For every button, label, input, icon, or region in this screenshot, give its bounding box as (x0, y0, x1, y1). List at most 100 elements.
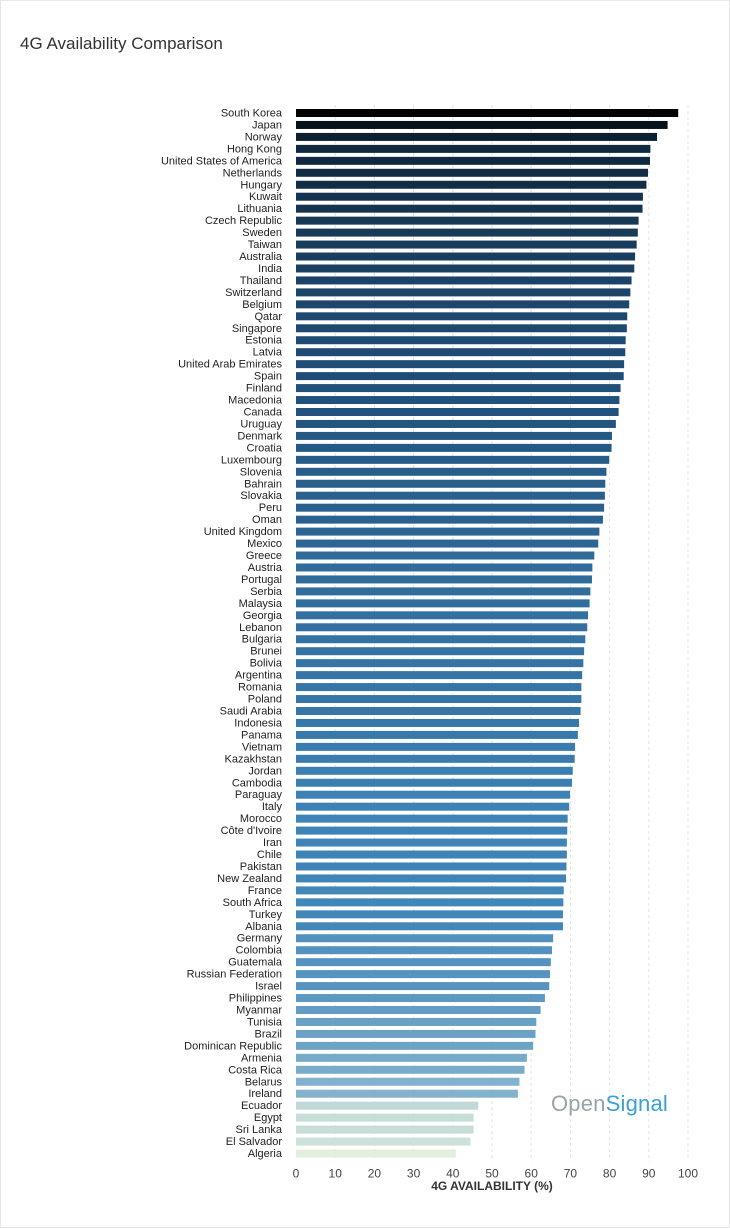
category-label: Australia (239, 251, 283, 263)
category-label: Albania (245, 921, 283, 933)
bar (296, 204, 643, 213)
bar (296, 575, 592, 584)
bar (296, 587, 591, 596)
bar (296, 1053, 527, 1062)
bar (296, 348, 626, 357)
bar (296, 623, 588, 632)
bar (296, 1149, 456, 1158)
bar (296, 1029, 536, 1038)
bar (296, 240, 637, 249)
bar (296, 718, 580, 727)
bar (296, 503, 605, 512)
category-label: Iran (263, 837, 282, 849)
logo-text-open: Open (551, 1091, 606, 1116)
bar (296, 766, 573, 775)
category-label: Chile (257, 849, 282, 861)
category-label: Brunei (250, 646, 282, 658)
category-label: Oman (252, 514, 282, 526)
x-tick-label: 60 (525, 1166, 539, 1180)
bar (296, 527, 600, 536)
bar (296, 1101, 479, 1110)
bar (296, 862, 567, 871)
x-tick-labels: 0 10 20 30 40 50 60 70 80 90 100 (293, 1166, 699, 1180)
category-label: United Arab Emirates (178, 359, 282, 371)
category-label: Bahrain (244, 478, 282, 490)
bar (296, 467, 607, 476)
category-label: Greece (246, 550, 282, 562)
x-tick-label: 100 (678, 1166, 698, 1180)
bar (296, 970, 551, 979)
category-label: Dominican Republic (184, 1040, 282, 1052)
category-label: Vietnam (242, 741, 282, 753)
bar (296, 1125, 474, 1134)
category-label: Slovenia (240, 466, 283, 478)
bar (296, 384, 621, 393)
category-label: South Africa (223, 897, 283, 909)
bar (296, 180, 647, 189)
category-label: Hong Kong (227, 143, 282, 155)
category-label: Kuwait (249, 191, 282, 203)
bar (296, 539, 599, 548)
category-label: Georgia (243, 610, 283, 622)
x-axis-title: 4G AVAILABILITY (%) (431, 1179, 553, 1193)
category-label: Brazil (254, 1028, 282, 1040)
category-label: Thailand (240, 275, 282, 287)
category-label: Guatemala (228, 957, 283, 969)
bar (296, 683, 582, 692)
x-tick-label: 0 (293, 1166, 300, 1180)
bar (296, 1017, 537, 1026)
bar (296, 850, 567, 859)
x-tick-label: 70 (564, 1166, 578, 1180)
bar (296, 802, 570, 811)
category-label: Belarus (245, 1076, 283, 1088)
x-tick-label: 90 (642, 1166, 656, 1180)
category-label: Luxembourg (221, 454, 282, 466)
category-label: Bolivia (250, 658, 283, 670)
bar (296, 1065, 525, 1074)
x-tick-label: 50 (485, 1166, 499, 1180)
bar (296, 360, 625, 369)
bar (296, 1137, 471, 1146)
bar (296, 1006, 541, 1014)
category-label: Sri Lanka (236, 1124, 283, 1136)
category-label: Austria (248, 562, 283, 574)
bar (296, 934, 554, 943)
bar (296, 120, 668, 129)
category-label: Colombia (236, 945, 283, 957)
bar (296, 563, 593, 572)
category-label: Italy (262, 801, 283, 813)
x-tick-label: 80 (603, 1166, 617, 1180)
bar (296, 372, 624, 381)
category-label: Lebanon (239, 622, 282, 634)
bar (296, 264, 635, 273)
category-label: Singapore (232, 323, 282, 335)
category-label: Egypt (254, 1112, 282, 1124)
bar (296, 886, 564, 895)
bar (296, 132, 658, 141)
category-label: Jordan (248, 765, 282, 777)
bar (296, 156, 650, 165)
category-label: Costa Rica (228, 1064, 283, 1076)
bar (296, 336, 626, 345)
category-label: Netherlands (223, 167, 283, 179)
bar (296, 790, 571, 799)
category-label: Belgium (242, 299, 282, 311)
category-label: Macedonia (228, 395, 283, 407)
grid-lines (334, 105, 689, 1162)
category-label: Finland (246, 383, 282, 395)
bar (296, 276, 632, 285)
bar (296, 707, 581, 715)
category-label: Panama (241, 729, 283, 741)
bar (296, 898, 564, 907)
bar (296, 515, 603, 524)
category-label: Poland (248, 694, 282, 706)
x-tick-label: 40 (446, 1166, 460, 1180)
bar (296, 252, 636, 261)
category-label: Indonesia (234, 717, 283, 729)
category-label: Romania (238, 682, 283, 694)
bar (296, 922, 563, 931)
bar (296, 742, 576, 751)
bar (296, 443, 612, 452)
bar (296, 946, 552, 955)
